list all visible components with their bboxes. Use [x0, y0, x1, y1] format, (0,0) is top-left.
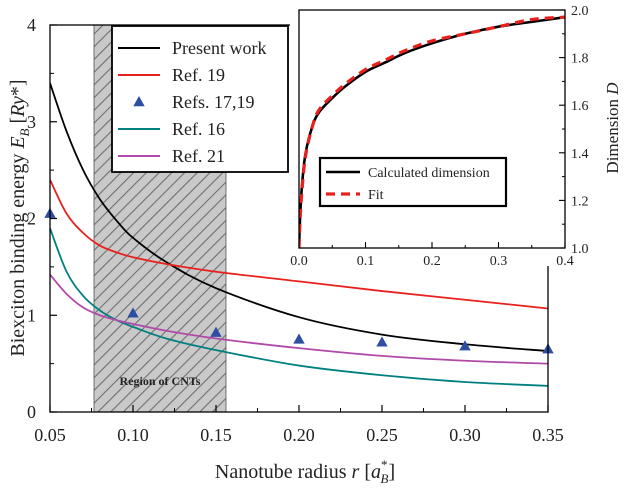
inset-x-tick-label: 0.0 — [290, 254, 308, 269]
inset-x-tick-label: 0.1 — [357, 254, 375, 269]
inset-x-tick-label: 0.3 — [490, 254, 508, 269]
inset-y-tick-label: 1.2 — [571, 194, 589, 209]
inset-legend-label-fit: Fit — [368, 188, 384, 203]
x-tick-label: 0.20 — [283, 425, 315, 445]
legend-label-ref-19: Ref. 19 — [172, 65, 225, 85]
x-tick-label: 0.30 — [449, 425, 481, 445]
inset-x-tick-label: 0.2 — [423, 254, 441, 269]
series-refs-17-19-point — [293, 333, 305, 344]
inset-x-tick-label: 0.4 — [556, 254, 574, 269]
series-refs-17-19-point — [376, 336, 388, 347]
series-refs-17-19-point — [459, 340, 471, 351]
y-tick-label: 4 — [27, 15, 36, 35]
series-ref-16-line — [50, 227, 548, 387]
y-tick-label: 1 — [27, 305, 36, 325]
x-tick-label: 0.25 — [366, 425, 398, 445]
x-axis-label: Nanotube radius r [a* B] — [215, 457, 395, 486]
region-label: Region of CNTs — [120, 374, 201, 388]
x-tick-label: 0.10 — [117, 425, 149, 445]
inset-y-tick-label: 2.0 — [571, 4, 589, 19]
inset-y-tick-label: 1.6 — [571, 99, 589, 114]
inset-y-tick-label: 1.8 — [571, 52, 589, 67]
y-tick-label: 3 — [27, 112, 36, 132]
y-tick-label: 2 — [27, 209, 36, 229]
series-refs-17-19-point — [127, 307, 139, 318]
series-ref-21-line — [50, 274, 548, 365]
inset-y-tick-label: 1.4 — [571, 147, 589, 162]
x-tick-label: 0.05 — [34, 425, 66, 445]
inset-legend-label-calculated-dimension: Calculated dimension — [368, 166, 490, 181]
series-refs-17-19-point — [210, 326, 222, 337]
y-axis-label: Biexciton binding energy EB [Ry*] — [7, 79, 32, 356]
x-tick-label: 0.35 — [532, 425, 564, 445]
inset-legend: Calculated dimension Fit — [318, 156, 508, 208]
legend-label-present-work: Present work — [172, 38, 266, 58]
legend: Present work Ref. 19 Refs. 17,19 Ref. 16 Ref… — [111, 25, 289, 173]
legend-label-ref-16: Ref. 16 — [172, 119, 225, 139]
series-ref-19-line — [50, 179, 548, 310]
legend-label-ref-21: Ref. 21 — [172, 146, 225, 166]
inset-y-axis-label: Dimension D — [603, 82, 622, 174]
inset-chart: 0.0 0.1 0.2 0.3 0.41.0 1.2 1.4 1.6 1.8 2.0 Dimens… — [290, 4, 626, 269]
legend-label-refs-17-19: Refs. 17,19 — [172, 92, 255, 112]
legend-swatch-refs-17-19 — [133, 96, 145, 107]
y-tick-label: 0 — [27, 402, 36, 422]
main-chart: Region of CNTs 0.05 0.10 0.15 0.20 0.25 0.30 0… — [7, 15, 564, 486]
inset-series-fit-line — [299, 15, 565, 248]
x-tick-label: 0.15 — [200, 425, 232, 445]
series-present-work-line — [50, 82, 548, 352]
inset-y-tick-label: 1.0 — [571, 242, 589, 257]
